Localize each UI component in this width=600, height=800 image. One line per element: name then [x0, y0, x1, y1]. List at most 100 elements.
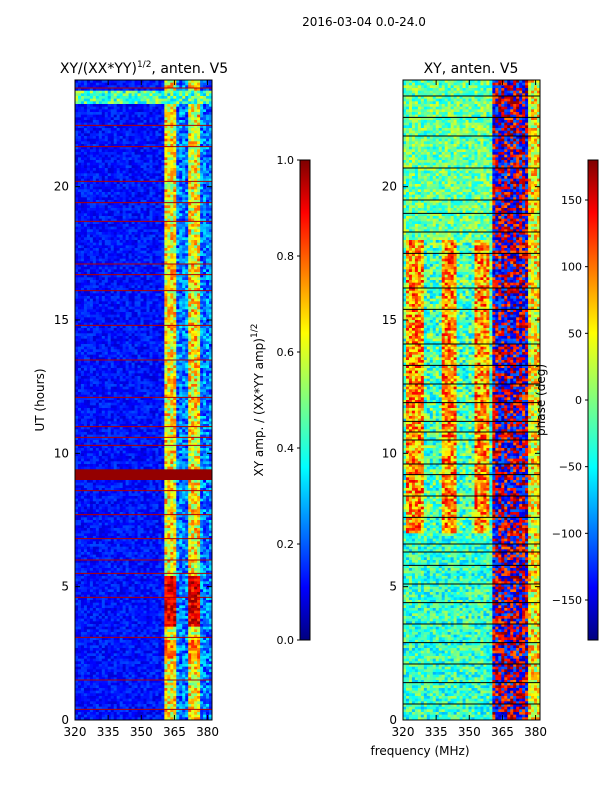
heatmap-cell — [176, 152, 180, 156]
heatmap-cell — [86, 338, 91, 342]
heatmap-cell — [176, 341, 180, 345]
heatmap-cell — [188, 301, 192, 305]
heatmap-cell — [75, 344, 79, 348]
heatmap-cell — [92, 288, 97, 292]
heatmap-cell — [128, 138, 132, 142]
heatmap-cell — [185, 157, 189, 161]
heatmap-cell — [209, 85, 212, 89]
heatmap-cell — [146, 309, 150, 313]
heatmap-cell — [176, 96, 180, 100]
heatmap-cell — [122, 184, 127, 188]
heatmap-cell — [116, 306, 121, 310]
heatmap-cell — [116, 104, 121, 108]
heatmap-cell — [110, 208, 115, 212]
heatmap-cell — [110, 160, 115, 164]
heatmap-cell — [197, 320, 201, 324]
heatmap-cell — [155, 274, 159, 278]
heatmap-cell — [152, 98, 156, 102]
heatmap-cell — [104, 178, 109, 182]
heatmap-cell — [158, 149, 162, 153]
heatmap-cell — [77, 130, 82, 134]
heatmap-cell — [167, 152, 171, 156]
heatmap-cell — [92, 202, 97, 206]
heatmap-cell — [206, 98, 210, 102]
heatmap-cell — [158, 160, 162, 164]
heatmap-cell — [161, 362, 165, 366]
heatmap-cell — [197, 210, 201, 214]
heatmap-cell — [80, 114, 85, 118]
heatmap-cell — [176, 213, 180, 217]
heatmap-cell — [92, 352, 97, 356]
heatmap-cell — [206, 240, 210, 244]
heatmap-cell — [122, 117, 127, 121]
heatmap-cell — [98, 242, 103, 246]
heatmap-cell — [80, 200, 85, 204]
heatmap-cell — [101, 344, 106, 348]
heatmap-cell — [182, 194, 186, 198]
heatmap-cell — [173, 98, 177, 102]
heatmap-cell — [104, 274, 109, 278]
heatmap-cell — [158, 258, 162, 262]
heatmap-cell — [194, 122, 198, 126]
heatmap-cell — [128, 306, 132, 310]
heatmap-cell — [113, 296, 118, 300]
heatmap-cell — [182, 202, 186, 206]
heatmap-cell — [95, 144, 100, 148]
heatmap-cell — [155, 197, 159, 201]
heatmap-cell — [185, 117, 189, 121]
heatmap-cell — [179, 312, 183, 316]
heatmap-cell — [206, 338, 210, 342]
heatmap-cell — [77, 192, 82, 196]
heatmap-cell — [134, 266, 138, 270]
heatmap-cell — [191, 354, 195, 358]
heatmap-cell — [188, 160, 192, 164]
heatmap-cell — [209, 149, 212, 153]
heatmap-cell — [194, 301, 198, 305]
heatmap-cell — [188, 216, 192, 220]
heatmap-cell — [125, 160, 130, 164]
heatmap-cell — [149, 237, 153, 241]
heatmap-cell — [149, 141, 153, 145]
heatmap-cell — [107, 344, 112, 348]
heatmap-cell — [92, 341, 97, 345]
heatmap-cell — [179, 258, 183, 262]
heatmap-cell — [146, 250, 150, 254]
heatmap-cell — [194, 277, 198, 281]
heatmap-cell — [113, 240, 118, 244]
heatmap-cell — [206, 157, 210, 161]
heatmap-cell — [86, 157, 91, 161]
heatmap-cell — [146, 165, 150, 169]
heatmap-cell — [80, 154, 85, 158]
heatmap-cell — [86, 85, 91, 89]
heatmap-cell — [173, 202, 177, 206]
heatmap-cell — [164, 272, 168, 276]
heatmap-cell — [80, 261, 85, 265]
heatmap-cell — [164, 98, 168, 102]
heatmap-cell — [131, 288, 135, 292]
heatmap-cell — [170, 120, 174, 124]
heatmap-cell — [161, 93, 165, 97]
heatmap-cell — [137, 328, 141, 332]
heatmap-cell — [107, 245, 112, 249]
heatmap-cell — [77, 120, 82, 124]
heatmap-cell — [125, 218, 130, 222]
heatmap-cell — [152, 288, 156, 292]
heatmap-cell — [137, 154, 141, 158]
heatmap-cell — [164, 306, 168, 310]
heatmap-cell — [203, 242, 207, 246]
heatmap-cell — [179, 224, 183, 228]
heatmap-cell — [155, 232, 159, 236]
heatmap-cell — [188, 296, 192, 300]
heatmap-cell — [98, 218, 103, 222]
heatmap-cell — [155, 205, 159, 209]
heatmap-cell — [140, 264, 144, 268]
heatmap-cell — [89, 173, 94, 177]
heatmap-cell — [197, 85, 201, 89]
heatmap-cell — [176, 168, 180, 172]
heatmap-cell — [191, 200, 195, 204]
heatmap-cell — [176, 117, 180, 121]
heatmap-cell — [92, 261, 97, 265]
heatmap-cell — [107, 90, 112, 94]
heatmap-cell — [191, 293, 195, 297]
heatmap-cell — [134, 173, 138, 177]
